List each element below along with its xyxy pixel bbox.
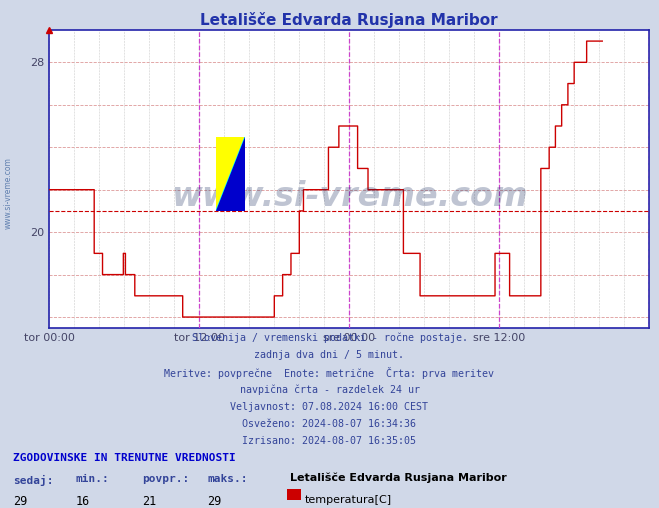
Text: www.si-vreme.com: www.si-vreme.com [171,180,528,213]
Text: Veljavnost: 07.08.2024 16:00 CEST: Veljavnost: 07.08.2024 16:00 CEST [231,402,428,412]
Text: Izrisano: 2024-08-07 16:35:05: Izrisano: 2024-08-07 16:35:05 [243,436,416,447]
Title: Letališče Edvarda Rusjana Maribor: Letališče Edvarda Rusjana Maribor [200,12,498,28]
Text: 16: 16 [76,495,90,508]
Text: www.si-vreme.com: www.si-vreme.com [3,157,13,229]
Text: 29: 29 [13,495,28,508]
Text: Letališče Edvarda Rusjana Maribor: Letališče Edvarda Rusjana Maribor [290,472,507,483]
Polygon shape [216,137,245,211]
Text: 21: 21 [142,495,156,508]
Text: Osveženo: 2024-08-07 16:34:36: Osveženo: 2024-08-07 16:34:36 [243,419,416,429]
Text: min.:: min.: [76,474,109,485]
Polygon shape [216,137,245,211]
Text: Meritve: povprečne  Enote: metrične  Črta: prva meritev: Meritve: povprečne Enote: metrične Črta:… [165,367,494,379]
Text: Slovenija / vremenski podatki - ročne postaje.: Slovenija / vremenski podatki - ročne po… [192,333,467,343]
Text: povpr.:: povpr.: [142,474,189,485]
Text: zadnja dva dni / 5 minut.: zadnja dva dni / 5 minut. [254,350,405,360]
Text: maks.:: maks.: [208,474,248,485]
Polygon shape [216,137,245,211]
Text: 29: 29 [208,495,222,508]
Text: temperatura[C]: temperatura[C] [304,495,391,505]
Text: sedaj:: sedaj: [13,474,53,486]
Text: ZGODOVINSKE IN TRENUTNE VREDNOSTI: ZGODOVINSKE IN TRENUTNE VREDNOSTI [13,453,236,463]
Text: navpična črta - razdelek 24 ur: navpična črta - razdelek 24 ur [239,385,420,395]
